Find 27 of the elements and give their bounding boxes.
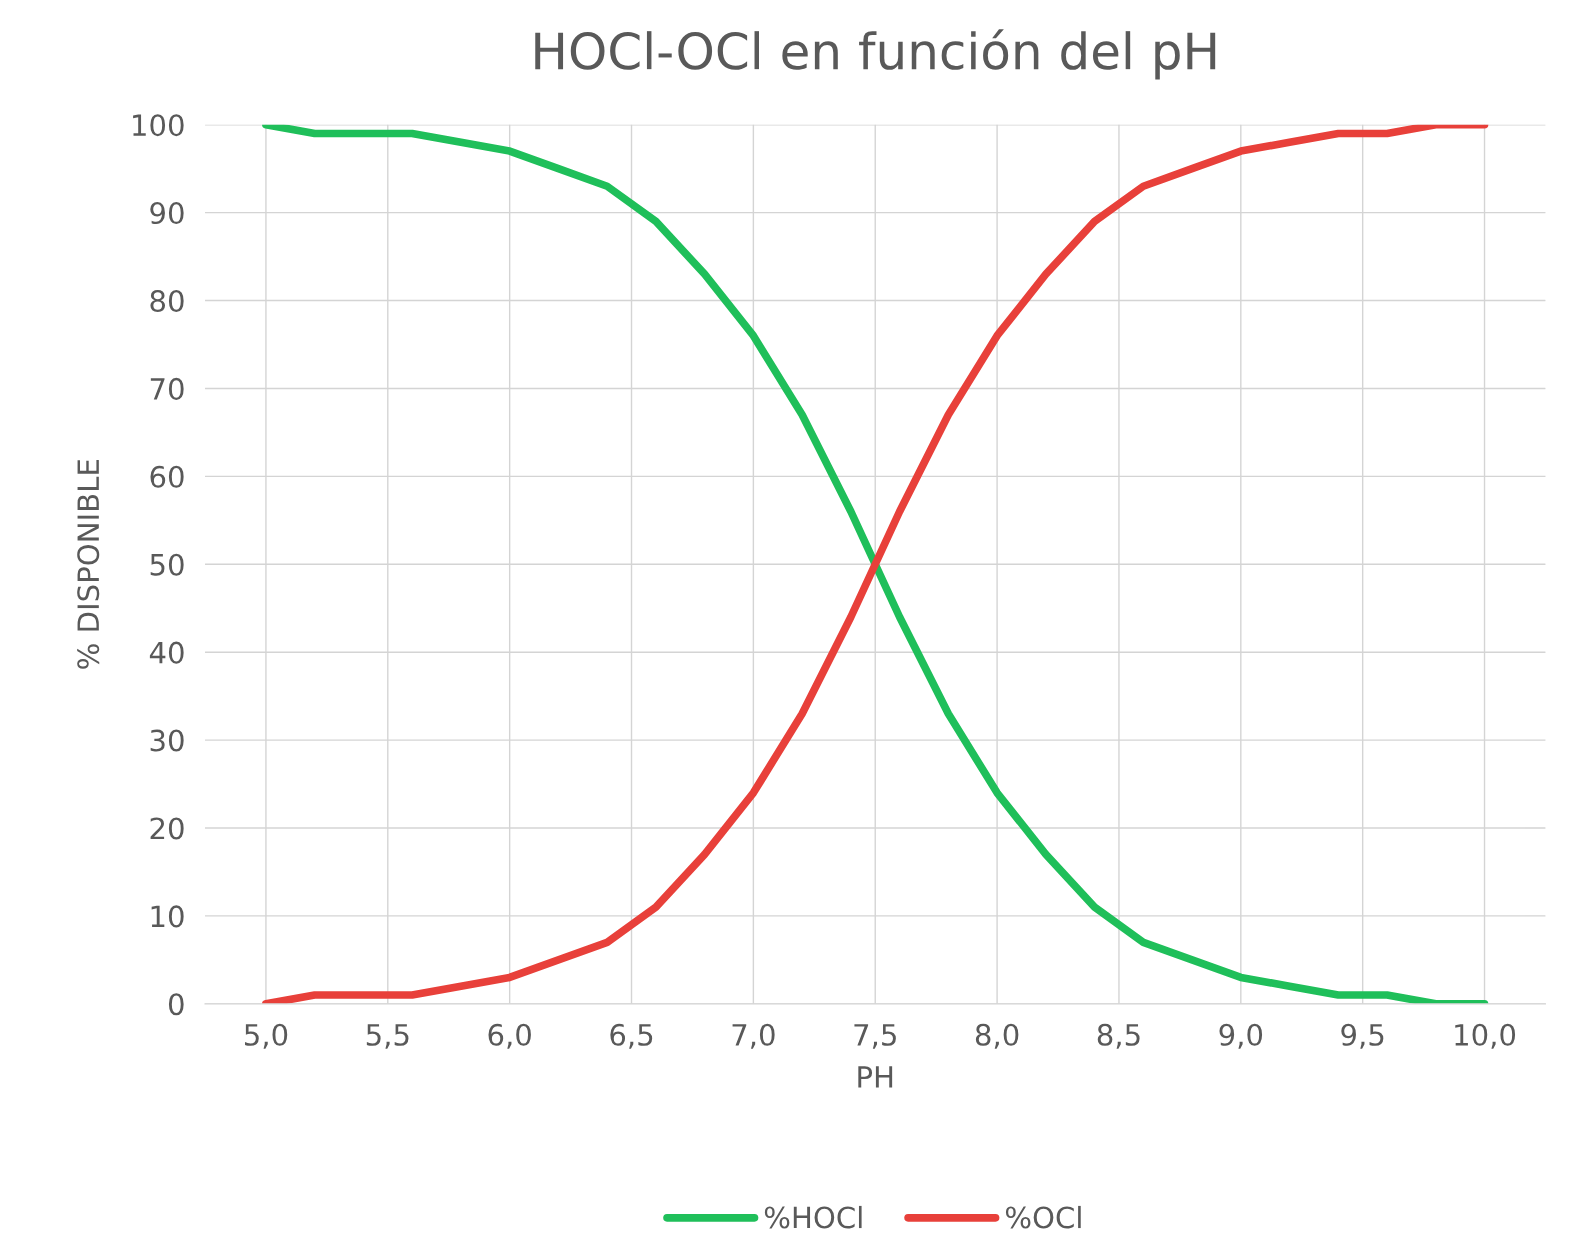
x-tick-label: 7,5	[854, 1024, 896, 1049]
x-tick-label: 9,0	[1219, 1023, 1263, 1049]
y-tick-label: 30	[150, 729, 184, 752]
x-tick-label: 5,0	[245, 1023, 288, 1049]
y-tick-label: 40	[149, 641, 184, 664]
y-tick-label: 70	[150, 377, 184, 400]
x-tick-label: 6,5	[610, 1023, 653, 1049]
x-tick-label: 10,0	[1455, 1023, 1516, 1049]
x-axis-title: PH	[858, 1066, 893, 1088]
x-tick-label: 8,0	[975, 1023, 1019, 1049]
y-tick-label: 90	[150, 202, 184, 225]
x-tick-label: 8,5	[1097, 1023, 1140, 1049]
y-tick-label: 10	[151, 905, 184, 928]
y-tick-label: 20	[150, 817, 184, 840]
y-tick-label: 60	[150, 465, 184, 488]
y-tick-label: 0	[168, 993, 184, 1016]
chart-title: HOCl-OCl en función del pH	[535, 29, 1216, 80]
y-tick-label: 100	[133, 114, 184, 137]
legend-label: %OCl	[1005, 1205, 1081, 1229]
y-tick-label: 50	[150, 553, 184, 576]
x-tick-label: 9,5	[1341, 1023, 1384, 1049]
y-axis-title: % DISPONIBLE	[77, 460, 100, 669]
y-tick-label: 80	[150, 289, 184, 313]
legend-label: %HOCl	[764, 1205, 862, 1229]
x-tick-label: 6,0	[488, 1023, 531, 1049]
x-tick-label: 7,0	[732, 1023, 775, 1049]
x-tick-label: 5,5	[366, 1024, 409, 1049]
